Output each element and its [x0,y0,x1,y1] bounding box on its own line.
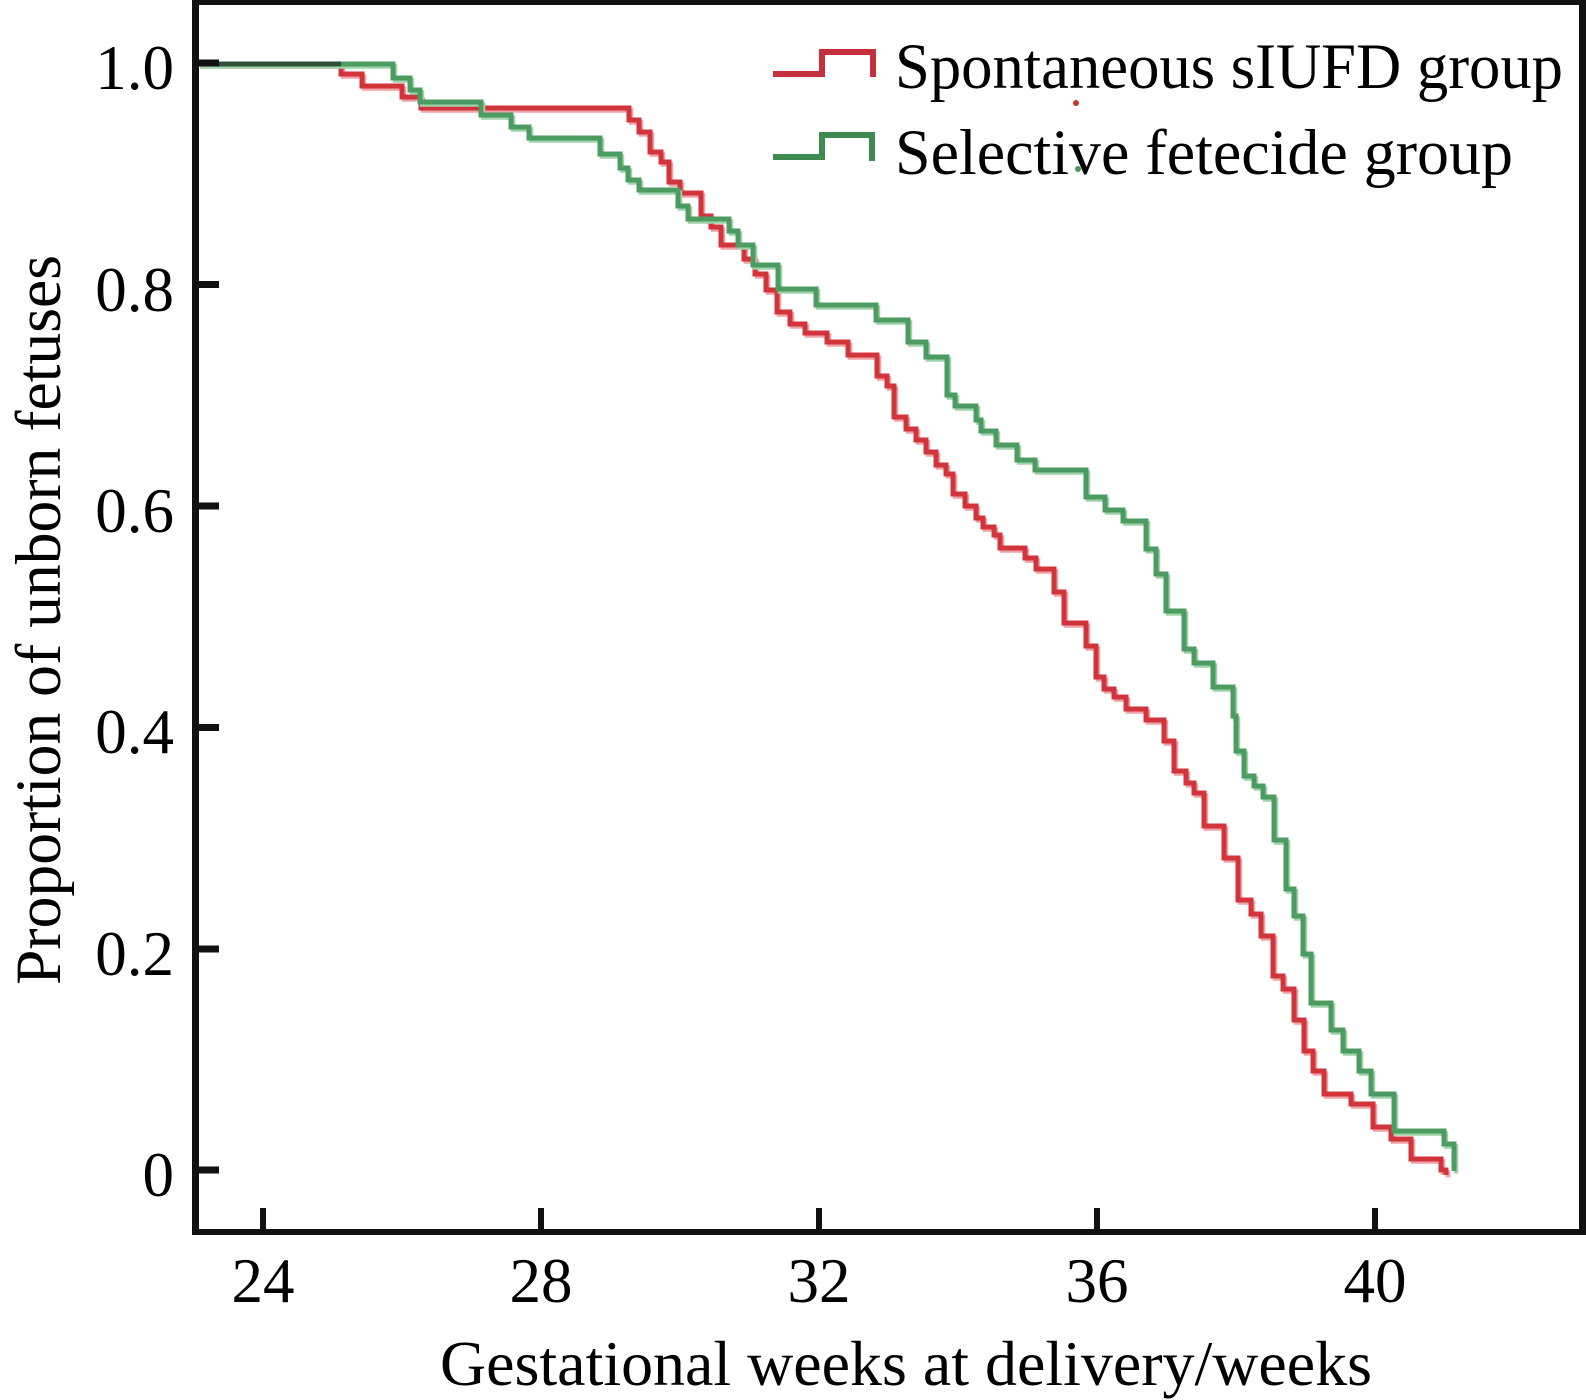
svg-text:0.8: 0.8 [95,255,174,325]
svg-text:0.6: 0.6 [95,476,174,546]
svg-text:0.2: 0.2 [95,919,174,989]
svg-text:40: 40 [1344,1246,1407,1316]
svg-text:24: 24 [232,1246,295,1316]
svg-text:Proportion of unborn fetuses: Proportion of unborn fetuses [3,255,75,985]
svg-text:28: 28 [510,1246,573,1316]
svg-text:36: 36 [1066,1246,1129,1316]
svg-text:0: 0 [143,1140,175,1210]
svg-text:32: 32 [788,1246,851,1316]
svg-text:Spontaneous sIUFD group: Spontaneous sIUFD group [895,31,1563,103]
svg-text:Selective fetecide group: Selective fetecide group [895,117,1513,189]
svg-text:1.0: 1.0 [95,33,174,103]
svg-text:Gestational weeks at delivery/: Gestational weeks at delivery/weeks [440,1329,1372,1399]
svg-text:0.4: 0.4 [95,697,174,767]
